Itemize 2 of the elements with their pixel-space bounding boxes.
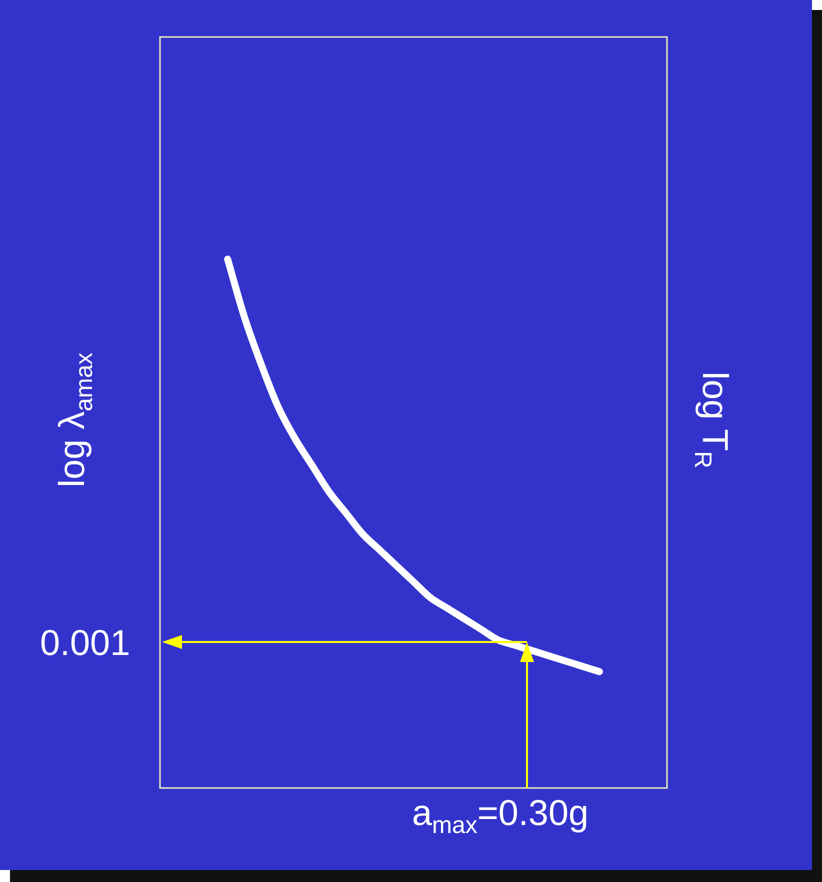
text: a$_{max}$=0.30g	[412, 792, 588, 840]
text: 0.001	[40, 622, 130, 664]
